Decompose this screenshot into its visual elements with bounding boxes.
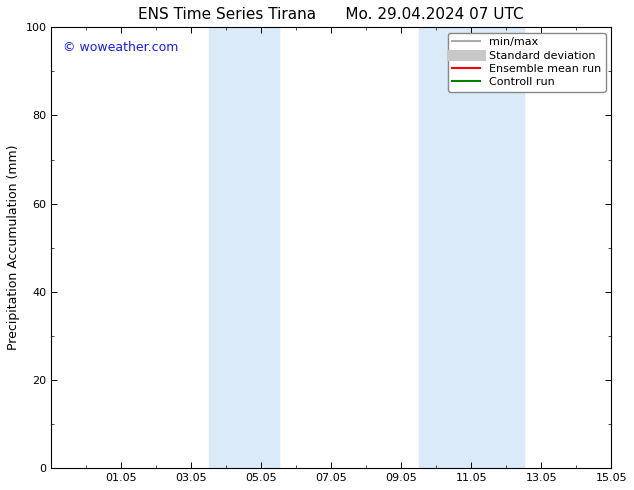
Bar [209,27,279,468]
Y-axis label: Precipitation Accumulation (mm): Precipitation Accumulation (mm) [7,145,20,350]
Legend: min/max, Standard deviation, Ensemble mean run, Controll run: min/max, Standard deviation, Ensemble me… [448,33,605,92]
Title: ENS Time Series Tirana      Mo. 29.04.2024 07 UTC: ENS Time Series Tirana Mo. 29.04.2024 07… [138,7,524,22]
Bar [419,27,524,468]
Text: © woweather.com: © woweather.com [63,41,178,53]
